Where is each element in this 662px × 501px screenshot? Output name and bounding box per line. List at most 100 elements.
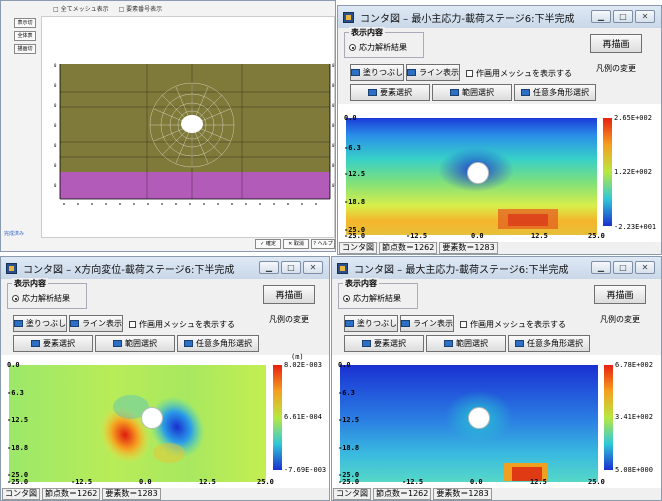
cancel-button[interactable]: ✕ 取消 xyxy=(283,239,309,249)
line-icon xyxy=(401,320,410,327)
contour-plot[interactable]: 0.0 -6.3 -12.5 -18.8 -25.0 -25.0 -12.5 0… xyxy=(338,104,661,242)
svg-text:0: 0 xyxy=(332,83,335,88)
confirm-button[interactable]: ✓ 確定 xyxy=(255,239,281,249)
svg-text:0: 0 xyxy=(332,163,335,168)
app-icon xyxy=(6,262,17,274)
toolbar-item-1[interactable]: □ 全てメッシュ表示 xyxy=(53,5,109,13)
redraw-label: 再描画 xyxy=(606,291,634,301)
window-title: コンタ図 – 最大主応力-載荷ステージ6:下半完成 xyxy=(354,264,569,276)
contour-window-x-displacement: コンタ図 – X方向変位-載荷ステージ6:下半完成 ▁ □ ✕ 表示内容 応力解… xyxy=(0,256,330,501)
status-nodes: 節点数＝1262 xyxy=(379,242,438,254)
left-button-2[interactable]: 全体表 xyxy=(14,31,36,41)
app-icon xyxy=(343,11,354,23)
left-button-3[interactable]: 描画切 xyxy=(14,44,36,54)
polygon-select-button[interactable]: 任意多角形選択 xyxy=(514,84,596,101)
close-button[interactable]: ✕ xyxy=(635,10,655,23)
fill-label: 塗りつぶし xyxy=(356,319,397,328)
status-nodes: 節点数＝1262 xyxy=(373,488,432,500)
maximize-button[interactable]: □ xyxy=(281,261,301,274)
legend-change-label[interactable]: 凡例の変更 xyxy=(600,315,640,324)
display-group: 表示内容 応力解析結果 xyxy=(344,27,424,58)
y-tick: -18.8 xyxy=(344,198,366,206)
display-group: 表示内容 応力解析結果 xyxy=(7,278,87,309)
range-select-button[interactable]: 範囲選択 xyxy=(432,84,512,101)
element-icon xyxy=(31,340,40,347)
redraw-label: 再描画 xyxy=(275,291,303,301)
fill-button[interactable]: 塗りつぶし xyxy=(13,315,67,332)
polygon-select-button[interactable]: 任意多角形選択 xyxy=(508,335,590,352)
mesh-checkbox[interactable]: 作画用メッシュを表示する xyxy=(460,319,566,330)
polygon-select-button[interactable]: 任意多角形選択 xyxy=(177,335,259,352)
redraw-button[interactable]: 再描画 xyxy=(590,34,642,53)
minimize-button[interactable]: ▁ xyxy=(591,10,611,23)
status-label: コンタ図 xyxy=(2,488,40,500)
checkbox-icon xyxy=(460,321,467,328)
y-tick: -6.3 xyxy=(7,389,24,397)
fill-label: 塗りつぶし xyxy=(362,68,403,77)
status-left: 完成済み xyxy=(4,231,25,237)
legend-change-label[interactable]: 凡例の変更 xyxy=(596,64,636,73)
toolbar-item-2[interactable]: □ 要素番号表示 xyxy=(118,5,163,13)
maximize-button[interactable]: □ xyxy=(613,261,633,274)
element-select-button[interactable]: 要素選択 xyxy=(13,335,93,352)
mesh-checkbox[interactable]: 作画用メッシュを表示する xyxy=(129,319,235,330)
close-button[interactable]: ✕ xyxy=(303,261,323,274)
y-tick: -25.0 xyxy=(344,226,366,234)
x-tick: 0.0 xyxy=(139,478,152,486)
range-label: 範囲選択 xyxy=(456,339,488,348)
x-tick: -25.0 xyxy=(344,232,366,240)
status-elements: 要素数＝1283 xyxy=(102,488,161,500)
close-button[interactable]: ✕ xyxy=(635,261,655,274)
line-icon xyxy=(70,320,79,327)
legend-button: 凡例の変更 xyxy=(592,311,648,328)
svg-text:0: 0 xyxy=(54,183,57,188)
range-select-button[interactable]: 範囲選択 xyxy=(426,335,506,352)
y-tick: -12.5 xyxy=(7,416,29,424)
element-select-button[interactable]: 要素選択 xyxy=(350,84,430,101)
radio-icon xyxy=(12,295,19,302)
line-button[interactable]: ライン表示 xyxy=(69,315,123,332)
line-icon xyxy=(407,69,416,76)
radio-icon xyxy=(349,44,356,51)
redraw-button[interactable]: 再描画 xyxy=(594,285,646,304)
app-icon xyxy=(337,262,348,274)
radio-stress-result[interactable]: 応力解析結果 xyxy=(343,293,401,304)
y-tick: -12.5 xyxy=(338,416,360,424)
maximize-button[interactable]: □ xyxy=(613,10,633,23)
legend-mid-label: 1.22E+002 xyxy=(614,168,652,176)
left-button-1[interactable]: 表示切 xyxy=(14,18,36,28)
line-button[interactable]: ライン表示 xyxy=(400,315,454,332)
y-tick: -25.0 xyxy=(338,471,360,479)
line-label: ライン表示 xyxy=(82,319,122,328)
element-icon xyxy=(362,340,371,347)
minimize-button[interactable]: ▁ xyxy=(591,261,611,274)
display-group: 表示内容 応力解析結果 xyxy=(338,278,418,309)
y-tick: 0.0 xyxy=(338,361,351,369)
mesh-checkbox[interactable]: 作画用メッシュを表示する xyxy=(466,68,572,79)
y-tick: -18.8 xyxy=(338,444,360,452)
range-select-button[interactable]: 範囲選択 xyxy=(95,335,175,352)
fill-button[interactable]: 塗りつぶし xyxy=(350,64,404,81)
polygon-label: 任意多角形選択 xyxy=(533,88,589,97)
x-tick: 25.0 xyxy=(257,478,274,486)
contour-plot[interactable]: 0.0 -6.3 -12.5 -18.8 -25.0 -25.0 -12.5 0… xyxy=(332,355,661,488)
x-tick: -12.5 xyxy=(402,478,424,486)
fill-button[interactable]: 塗りつぶし xyxy=(344,315,398,332)
line-button[interactable]: ライン表示 xyxy=(406,64,460,81)
checkbox-icon xyxy=(129,321,136,328)
legend-change-label[interactable]: 凡例の変更 xyxy=(269,315,309,324)
status-bar: コンタ図 節点数＝1262 要素数＝1283 xyxy=(332,488,661,500)
radio-stress-result[interactable]: 応力解析結果 xyxy=(349,42,407,53)
redraw-button[interactable]: 再描画 xyxy=(263,285,315,304)
redraw-label: 再描画 xyxy=(602,40,630,50)
mesh-canvas[interactable]: 0 0 0 0 0 0 0 0 0 0 0 0 0 0 xyxy=(41,16,335,238)
contour-svg xyxy=(9,365,282,482)
help-button[interactable]: ? ヘルプ xyxy=(311,239,335,249)
minimize-button[interactable]: ▁ xyxy=(259,261,279,274)
contour-plot[interactable]: 0.0 -6.3 -12.5 -18.8 -25.0 -25.0 -12.5 0… xyxy=(1,353,329,488)
polygon-label: 任意多角形選択 xyxy=(527,339,583,348)
window-title: コンタ図 – 最小主応力-載荷ステージ6:下半完成 xyxy=(360,13,575,25)
element-select-button[interactable]: 要素選択 xyxy=(344,335,424,352)
radio-stress-result[interactable]: 応力解析結果 xyxy=(12,293,70,304)
contour-svg xyxy=(346,118,612,235)
